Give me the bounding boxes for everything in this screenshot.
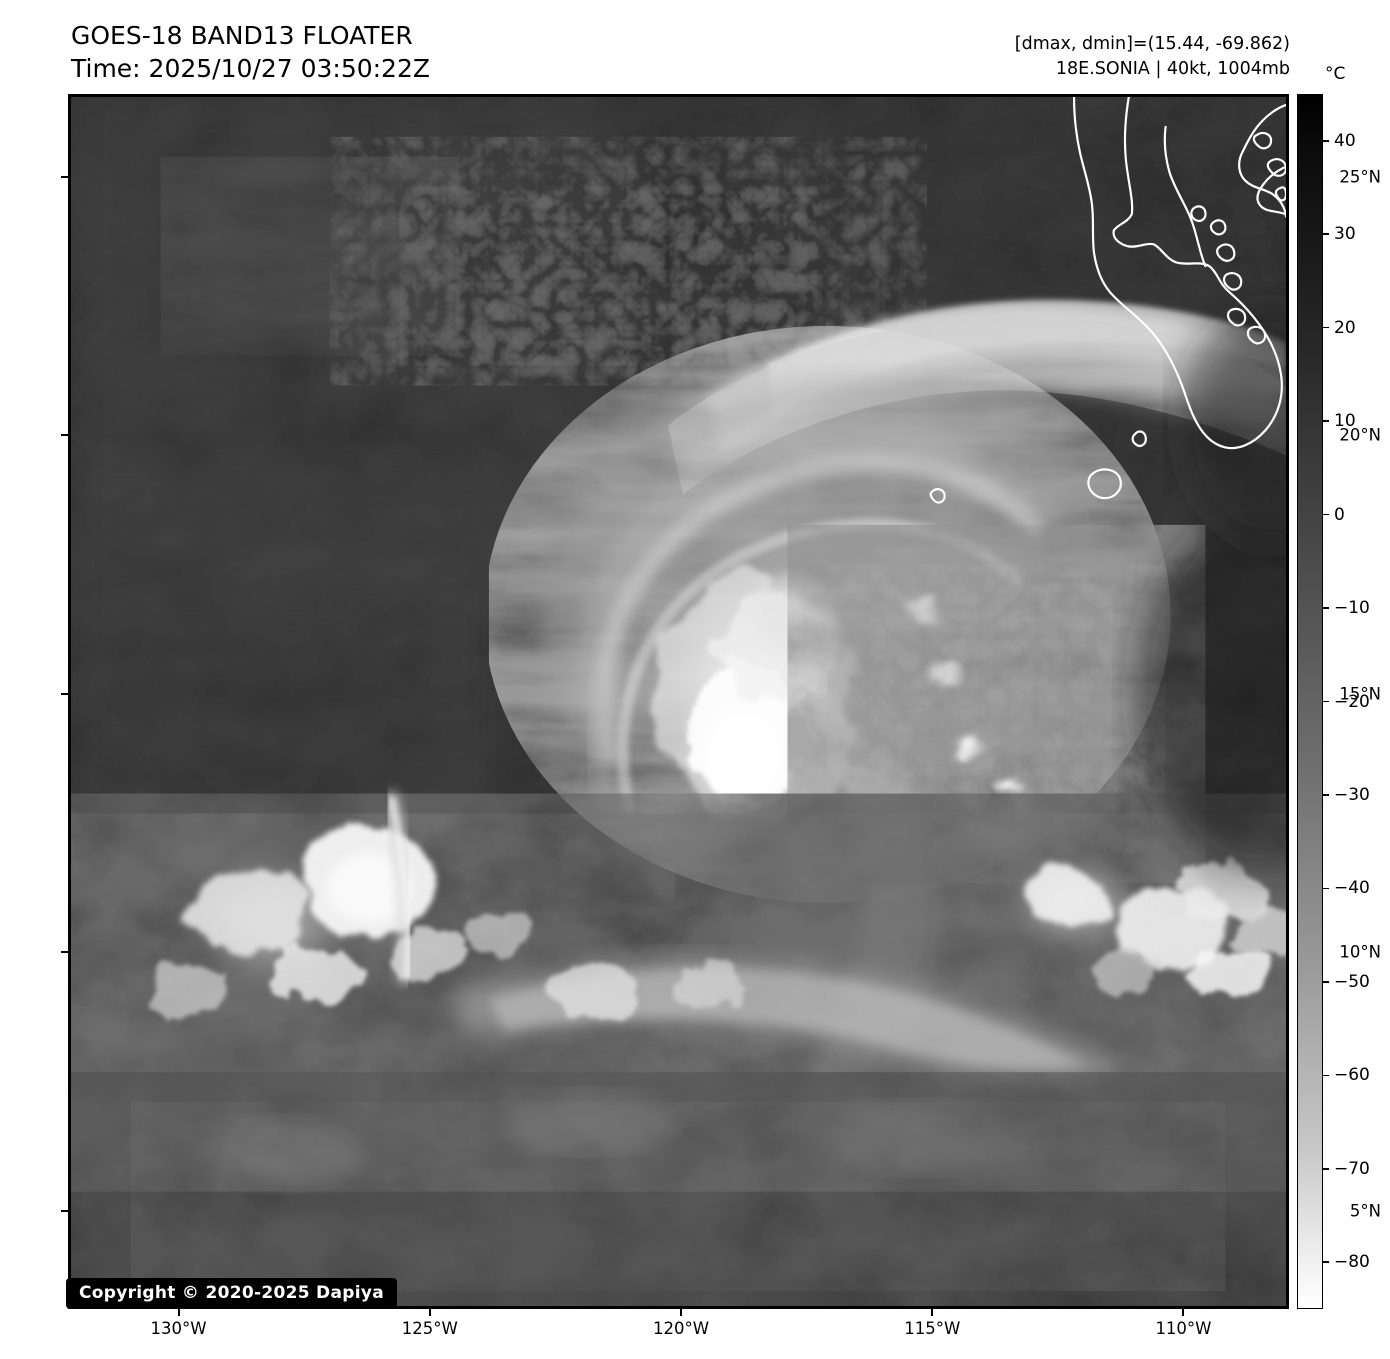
colorbar-tick-label: 40 bbox=[1334, 130, 1356, 151]
colorbar-tick-label: −40 bbox=[1334, 878, 1370, 899]
colorbar-tick-label: −60 bbox=[1334, 1065, 1370, 1086]
longitude-tick-mark bbox=[931, 1309, 934, 1316]
colorbar-tick-mark bbox=[1323, 700, 1329, 703]
latitude-tick-mark bbox=[61, 951, 68, 954]
colorbar-tick-mark bbox=[1323, 887, 1329, 890]
coastline-mexico-mainland bbox=[1238, 103, 1286, 218]
colorbar-tick-mark bbox=[1323, 607, 1329, 609]
colorbar-tick-mark bbox=[1323, 326, 1329, 329]
colorbar-tick-label: −20 bbox=[1334, 691, 1370, 712]
latitude-tick-label: 10°N bbox=[1339, 942, 1381, 962]
latitude-tick-mark bbox=[61, 175, 68, 178]
colorbar-tick-mark bbox=[1323, 1261, 1329, 1264]
temperature-colorbar[interactable] bbox=[1297, 94, 1323, 1309]
storm-info-readout: 18E.SONIA | 40kt, 1004mb bbox=[1055, 58, 1290, 79]
image-timestamp: Time: 2025/10/27 03:50:22Z bbox=[71, 53, 430, 83]
colorbar-tick-label: −30 bbox=[1334, 784, 1370, 805]
colorbar-tick-label: −10 bbox=[1334, 598, 1370, 619]
coastline-baja-california bbox=[1072, 97, 1283, 450]
satellite-image-plot[interactable] bbox=[68, 94, 1289, 1309]
colorbar-tick-label: 30 bbox=[1334, 224, 1356, 245]
colorbar-tick-mark bbox=[1323, 794, 1329, 796]
colorbar-tick-mark bbox=[1323, 513, 1329, 516]
colorbar-tick-label: 10 bbox=[1334, 411, 1356, 432]
latitude-tick-label: 20°N bbox=[1339, 425, 1381, 445]
colorbar-tick-mark bbox=[1323, 233, 1329, 235]
colorbar-tick-label: 0 bbox=[1334, 504, 1345, 525]
satellite-infrared-raster bbox=[71, 97, 1286, 1306]
longitude-tick-mark bbox=[680, 1309, 682, 1316]
colorbar-tick-mark bbox=[1323, 420, 1329, 422]
header-info-block: [dmax, dmin]=(15.44, -69.862) 18E.SONIA … bbox=[1015, 32, 1290, 82]
latitude-tick-label: 5°N bbox=[1349, 1201, 1381, 1221]
longitude-tick-label: 120°W bbox=[652, 1319, 710, 1338]
product-title: GOES-18 BAND13 FLOATER bbox=[71, 21, 413, 50]
longitude-tick-mark bbox=[1182, 1309, 1185, 1316]
latitude-tick-label: 15°N bbox=[1339, 684, 1381, 704]
copyright-watermark: Copyright © 2020-2025 Dapiya bbox=[66, 1278, 397, 1309]
latitude-tick-mark bbox=[61, 692, 68, 695]
longitude-tick-label: 125°W bbox=[401, 1319, 458, 1338]
colorbar-tick-label: −70 bbox=[1334, 1158, 1370, 1179]
latitude-tick-mark bbox=[61, 434, 68, 437]
colorbar-tick-label: −50 bbox=[1334, 971, 1370, 992]
latitude-tick-label: 25°N bbox=[1339, 167, 1381, 187]
header-title-block: GOES-18 BAND13 FLOATER Time: 2025/10/27 … bbox=[71, 20, 430, 85]
latitude-tick-mark bbox=[61, 1209, 68, 1212]
coastline-revillagigedo-islands bbox=[929, 430, 1147, 504]
longitude-tick-mark bbox=[177, 1309, 180, 1316]
colorbar-tick-label: −80 bbox=[1334, 1252, 1370, 1273]
longitude-tick-label: 115°W bbox=[904, 1319, 961, 1338]
longitude-tick-mark bbox=[428, 1309, 431, 1316]
longitude-tick-label: 130°W bbox=[150, 1319, 207, 1338]
longitude-tick-label: 110°W bbox=[1155, 1319, 1212, 1338]
colorbar-tick-mark bbox=[1323, 981, 1329, 983]
dmax-dmin-readout: [dmax, dmin]=(15.44, -69.862) bbox=[1014, 34, 1290, 54]
colorbar-tick-mark bbox=[1323, 139, 1329, 142]
colorbar-tick-label: 20 bbox=[1334, 317, 1356, 338]
colorbar-tick-mark bbox=[1323, 1074, 1329, 1077]
colorbar-unit-label: °C bbox=[1325, 64, 1346, 84]
colorbar-tick-mark bbox=[1323, 1168, 1329, 1170]
